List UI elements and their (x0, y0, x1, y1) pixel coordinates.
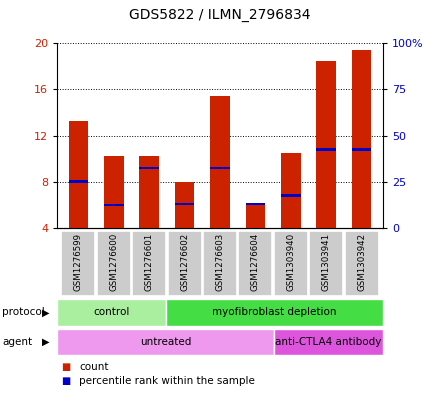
Bar (168, 231, 202, 296)
Bar (97, 231, 131, 296)
Bar (274, 329, 383, 355)
Bar (104, 204, 124, 206)
Bar (274, 231, 308, 296)
Bar (69, 180, 88, 183)
Bar (352, 50, 371, 228)
Text: control: control (93, 307, 130, 318)
Bar (57, 329, 274, 355)
Text: agent: agent (2, 337, 32, 347)
Bar (166, 299, 383, 326)
Bar (309, 231, 343, 296)
Text: GDS5822 / ILMN_2796834: GDS5822 / ILMN_2796834 (129, 7, 311, 22)
Bar (238, 231, 272, 296)
Bar (281, 153, 301, 228)
Text: anti-CTLA4 antibody: anti-CTLA4 antibody (275, 337, 382, 347)
Bar (352, 148, 371, 151)
Text: GSM1276600: GSM1276600 (109, 233, 118, 291)
Text: GSM1303942: GSM1303942 (357, 233, 366, 291)
Bar (175, 182, 194, 228)
Bar (139, 156, 159, 228)
Bar (104, 156, 124, 228)
Text: GSM1276599: GSM1276599 (74, 233, 83, 291)
Text: percentile rank within the sample: percentile rank within the sample (79, 376, 255, 386)
Bar (210, 96, 230, 228)
Bar (62, 231, 95, 296)
Text: GSM1276603: GSM1276603 (216, 233, 224, 291)
Bar (203, 231, 237, 296)
Bar (210, 167, 230, 169)
Bar (316, 148, 336, 151)
Text: ■: ■ (62, 362, 71, 372)
Text: GSM1303940: GSM1303940 (286, 233, 295, 291)
Bar (132, 231, 166, 296)
Bar (57, 299, 166, 326)
Text: untreated: untreated (140, 337, 191, 347)
Text: protocol: protocol (2, 307, 45, 318)
Text: GSM1276601: GSM1276601 (145, 233, 154, 291)
Text: ▶: ▶ (42, 337, 49, 347)
Bar (246, 204, 265, 228)
Bar (69, 121, 88, 228)
Bar (139, 167, 159, 169)
Text: GSM1276602: GSM1276602 (180, 233, 189, 291)
Text: ▶: ▶ (42, 307, 49, 318)
Bar (316, 61, 336, 228)
Bar (345, 231, 378, 296)
Text: GSM1303941: GSM1303941 (322, 233, 331, 291)
Text: GSM1276604: GSM1276604 (251, 233, 260, 291)
Text: ■: ■ (62, 376, 71, 386)
Text: count: count (79, 362, 109, 372)
Text: myofibroblast depletion: myofibroblast depletion (212, 307, 337, 318)
Bar (175, 203, 194, 205)
Bar (281, 195, 301, 197)
Bar (246, 203, 265, 205)
